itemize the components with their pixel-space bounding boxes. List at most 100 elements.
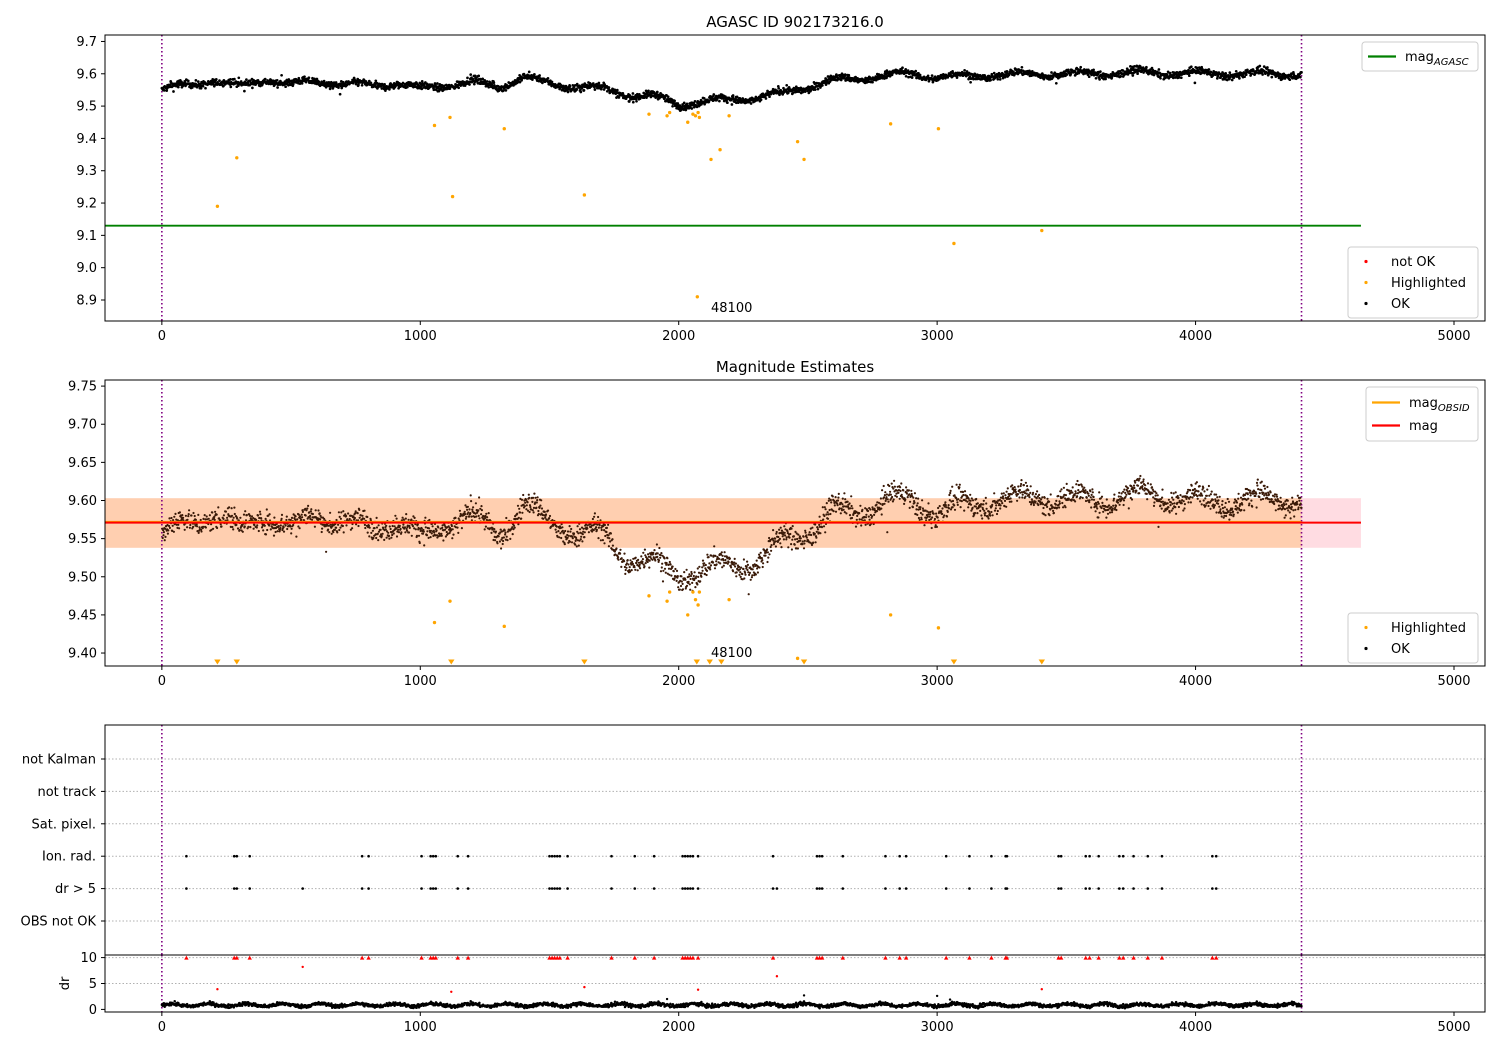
- ok-point: [864, 507, 867, 510]
- ok-point: [1179, 76, 1183, 80]
- ok-point: [238, 528, 241, 532]
- ok-point: [251, 86, 254, 90]
- ok-point: [941, 512, 944, 516]
- ok-point: [208, 514, 211, 517]
- ok-point: [563, 543, 566, 546]
- ok-point: [499, 531, 502, 534]
- ok-point: [581, 533, 584, 536]
- ok-point: [394, 514, 397, 517]
- ok-point: [212, 527, 215, 530]
- ok-point: [232, 528, 235, 531]
- ok-point: [578, 528, 582, 531]
- ok-point: [168, 526, 171, 530]
- ok-point: [802, 535, 805, 538]
- ok-point: [967, 506, 970, 509]
- ok-point: [861, 508, 864, 511]
- ok-point: [734, 101, 738, 105]
- ok-point: [519, 497, 522, 500]
- ok-point: [921, 513, 924, 516]
- ok-point: [899, 489, 902, 492]
- ok-point: [571, 537, 574, 540]
- ok-point: [177, 523, 180, 526]
- ok-point: [891, 500, 895, 503]
- ok-point: [647, 553, 650, 556]
- ok-point: [574, 543, 577, 546]
- panel-agasc: AGASC ID 902173216.0 0 1000 2000 3000 4000 50…: [76, 13, 1486, 344]
- ok-point: [300, 82, 304, 85]
- ok-point: [884, 499, 887, 502]
- ok-point: [953, 508, 957, 511]
- ok-point: [893, 479, 896, 482]
- ok-point: [985, 502, 988, 505]
- ok-point: [321, 527, 324, 530]
- ok-point: [425, 534, 429, 537]
- ok-point: [843, 510, 846, 514]
- ok-point: [405, 513, 408, 516]
- ok-point: [290, 516, 294, 520]
- ok-point: [529, 505, 532, 509]
- ok-point: [305, 509, 308, 512]
- ok-point: [815, 530, 818, 533]
- ok-point: [543, 510, 546, 513]
- ok-point: [512, 524, 516, 527]
- ok-point: [711, 561, 715, 564]
- ok-point: [331, 525, 334, 528]
- ok-point: [844, 498, 847, 501]
- ok-point: [629, 559, 632, 562]
- ok-point: [345, 514, 348, 518]
- ok-point: [1258, 64, 1262, 68]
- ok-point: [162, 529, 165, 532]
- ok-point: [668, 560, 671, 564]
- ok-point: [1163, 76, 1167, 80]
- ok-point: [167, 529, 170, 532]
- ok-point: [735, 575, 738, 578]
- ok-point: [729, 564, 732, 567]
- ok-point: [843, 492, 846, 495]
- ok-point: [591, 530, 594, 533]
- ok-point: [517, 523, 520, 526]
- ok-point: [996, 77, 1000, 81]
- ok-point: [916, 513, 919, 517]
- ok-point: [609, 540, 612, 543]
- ok-point: [990, 72, 994, 76]
- ok-point: [826, 511, 829, 514]
- ok-point: [717, 561, 720, 564]
- ok-point: [701, 569, 704, 572]
- ok-point: [687, 575, 691, 578]
- ok-point: [926, 74, 930, 78]
- ok-point: [841, 503, 844, 506]
- ok-point: [233, 77, 236, 81]
- ok-point: [524, 498, 528, 501]
- ok-point: [458, 509, 461, 512]
- ok-point: [276, 530, 279, 533]
- ok-point: [1051, 75, 1055, 79]
- ok-point: [944, 501, 947, 504]
- ok-point: [768, 95, 771, 99]
- ok-point: [660, 566, 663, 569]
- ok-point: [253, 523, 256, 527]
- ok-point: [835, 74, 839, 77]
- ok-point: [804, 531, 807, 534]
- ok-point: [709, 564, 713, 567]
- ok-point: [202, 525, 205, 528]
- ok-point: [605, 89, 609, 93]
- ok-point: [699, 580, 702, 583]
- ok-point: [520, 498, 524, 501]
- ok-point: [1152, 73, 1156, 77]
- ok-point: [733, 561, 736, 564]
- ok-point: [483, 528, 486, 531]
- ok-point: [742, 558, 746, 561]
- ok-point: [338, 515, 341, 519]
- ok-point: [464, 513, 467, 516]
- ok-point: [370, 531, 373, 535]
- ok-point: [932, 512, 935, 515]
- ok-point: [440, 534, 443, 537]
- ok-point: [199, 86, 203, 90]
- ok-point: [432, 88, 436, 91]
- ok-point: [623, 560, 626, 563]
- ok-point: [648, 566, 651, 569]
- ok-point: [635, 561, 638, 565]
- highlighted-point: [665, 114, 669, 118]
- ok-point: [846, 505, 850, 508]
- ok-point: [790, 527, 793, 530]
